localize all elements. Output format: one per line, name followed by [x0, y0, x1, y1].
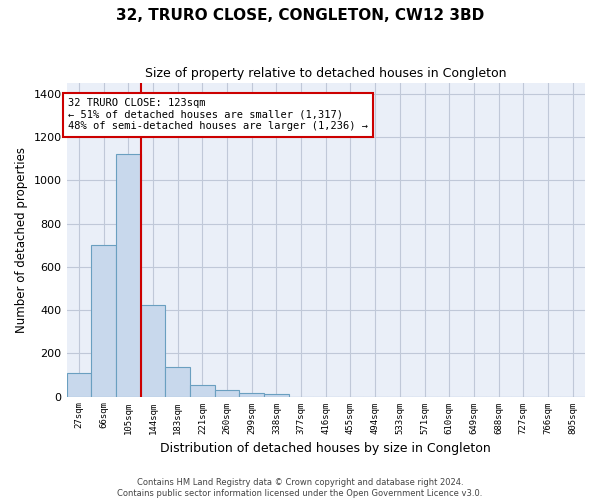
Bar: [190, 386, 215, 396]
Bar: [67, 373, 91, 396]
Title: Size of property relative to detached houses in Congleton: Size of property relative to detached ho…: [145, 68, 506, 80]
Bar: [116, 154, 140, 396]
Bar: [215, 390, 239, 396]
Bar: [165, 368, 190, 396]
X-axis label: Distribution of detached houses by size in Congleton: Distribution of detached houses by size …: [160, 442, 491, 455]
Text: Contains HM Land Registry data © Crown copyright and database right 2024.
Contai: Contains HM Land Registry data © Crown c…: [118, 478, 482, 498]
Bar: [91, 245, 116, 396]
Text: 32 TRURO CLOSE: 123sqm
← 51% of detached houses are smaller (1,317)
48% of semi-: 32 TRURO CLOSE: 123sqm ← 51% of detached…: [68, 98, 368, 132]
Bar: [239, 392, 264, 396]
Y-axis label: Number of detached properties: Number of detached properties: [15, 147, 28, 333]
Bar: [140, 304, 165, 396]
Text: 32, TRURO CLOSE, CONGLETON, CW12 3BD: 32, TRURO CLOSE, CONGLETON, CW12 3BD: [116, 8, 484, 22]
Bar: [264, 394, 289, 396]
